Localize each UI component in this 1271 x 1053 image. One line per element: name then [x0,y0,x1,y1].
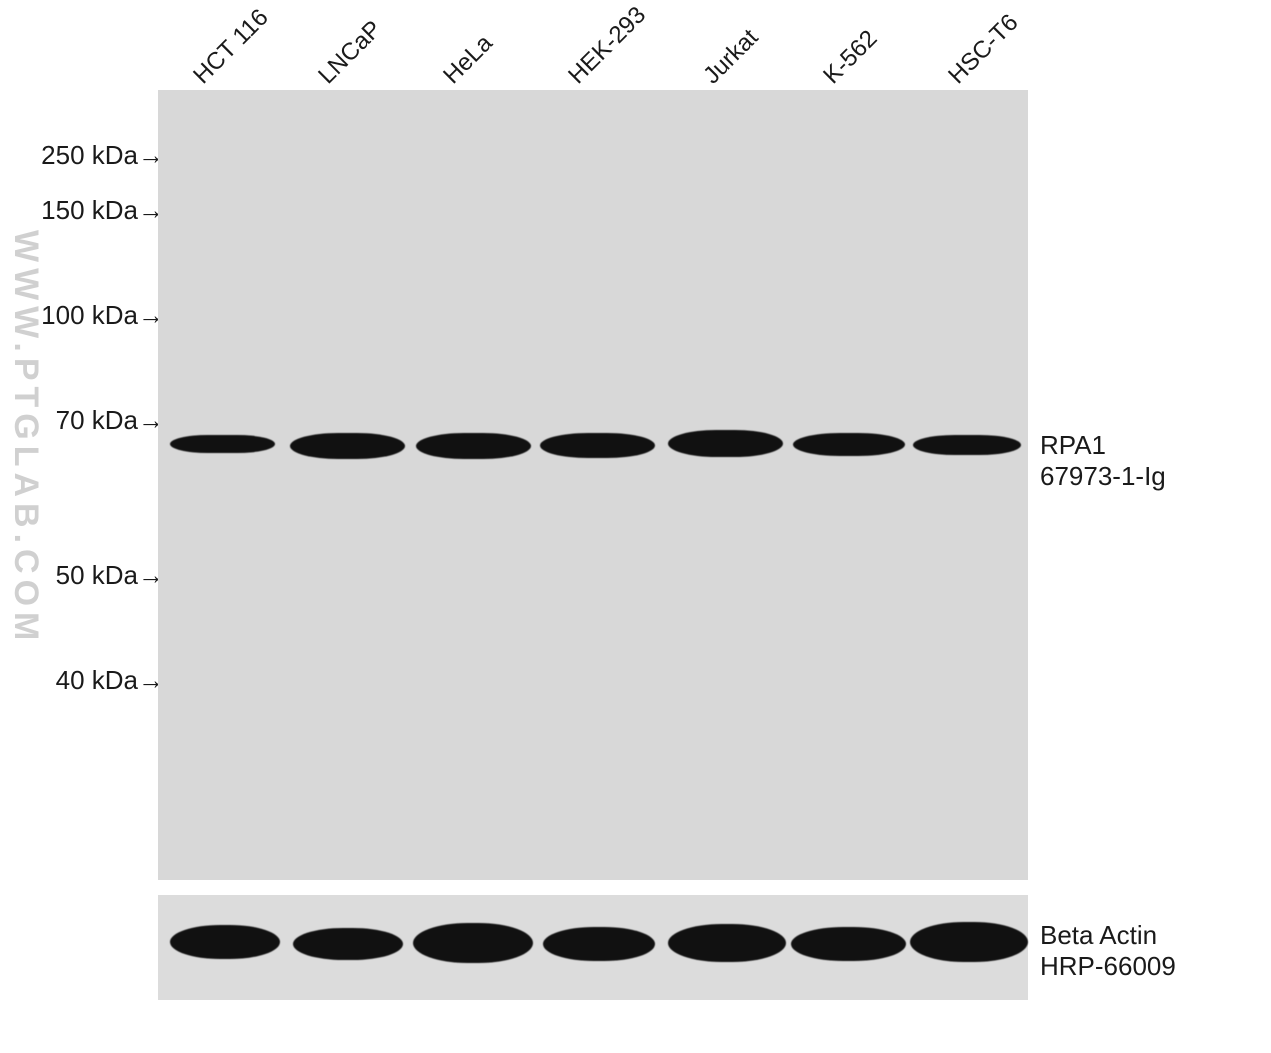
lane-label: HCT 116 [188,4,274,90]
actin-band [543,927,655,961]
rpa1-band [416,433,531,459]
mw-value: 150 kDa [8,195,138,226]
mw-value: 100 kDa [8,300,138,331]
lane-labels-row: HCT 116 LNCaP HeLa HEK-293 Jurkat K-562 … [158,10,1028,90]
lane-label: HEK-293 [563,1,652,90]
lane-label: K-562 [818,25,883,90]
actin-band [293,928,403,960]
rpa1-band [290,433,405,459]
target-label-main: RPA1 67973-1-Ig [1040,430,1166,492]
main-blot [158,90,1028,880]
actin-blot [158,895,1028,1000]
actin-band [413,923,533,963]
mw-value: 50 kDa [8,560,138,591]
lane-label: LNCaP [313,15,388,90]
actin-band [668,924,786,962]
actin-band [791,927,906,961]
actin-band [910,922,1028,962]
target-catalog: HRP-66009 [1040,951,1176,981]
target-label-actin: Beta Actin HRP-66009 [1040,920,1176,982]
rpa1-band [913,435,1021,455]
target-catalog: 67973-1-Ig [1040,461,1166,491]
target-name: RPA1 [1040,430,1106,460]
lane-label: HSC-T6 [943,9,1024,90]
mw-value: 40 kDa [8,665,138,696]
rpa1-band [793,433,905,456]
rpa1-band [540,433,655,458]
lane-label: Jurkat [698,24,764,90]
lane-label: HeLa [438,30,498,90]
rpa1-band [668,430,783,457]
target-name: Beta Actin [1040,920,1157,950]
actin-band [170,925,280,959]
mw-value: 70 kDa [8,405,138,436]
rpa1-band [170,435,275,453]
mw-value: 250 kDa [8,140,138,171]
